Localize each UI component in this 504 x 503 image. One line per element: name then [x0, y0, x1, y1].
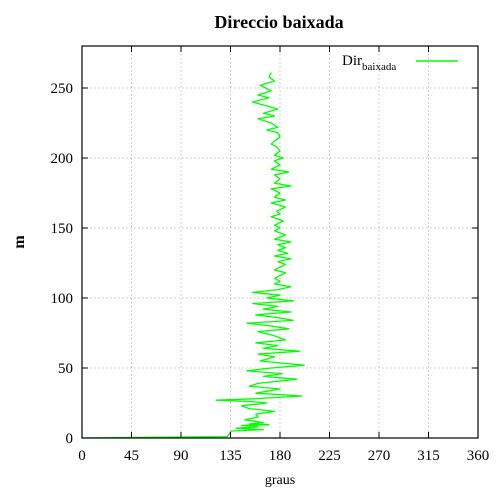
y-tick-label: 150 — [51, 221, 74, 237]
x-tick-label: 315 — [417, 448, 440, 464]
x-tick-label: 90 — [174, 448, 189, 464]
grid-lines — [82, 46, 478, 438]
x-tick-label: 270 — [368, 448, 391, 464]
chart-title: Direccio baixada — [214, 12, 343, 32]
legend: Dirbaixada — [342, 53, 458, 73]
x-tick-label: 225 — [318, 448, 341, 464]
y-tick-label: 250 — [51, 81, 74, 97]
x-tick-label: 45 — [124, 448, 139, 464]
y-axis-label: m — [11, 235, 28, 249]
x-tick-label: 0 — [78, 448, 86, 464]
legend-series-name: Dir — [342, 53, 362, 69]
plot-area — [81, 72, 305, 439]
series-line-dir — [81, 72, 305, 439]
legend-label: Dirbaixada — [342, 53, 396, 73]
y-tick-label: 0 — [66, 431, 74, 447]
legend-series-subscript: baixada — [362, 61, 396, 73]
x-tick-label: 135 — [219, 448, 242, 464]
y-tick-label: 50 — [58, 361, 73, 377]
x-axis-label: graus — [265, 473, 295, 488]
x-tick-label: 360 — [467, 448, 490, 464]
x-tick-label: 180 — [269, 448, 292, 464]
axis-ticks: 0 45 90 135 180 225 270 315 360 0 50 100 150 200 250 — [51, 46, 490, 464]
y-tick-label: 100 — [51, 291, 74, 307]
y-tick-label: 200 — [51, 151, 74, 167]
